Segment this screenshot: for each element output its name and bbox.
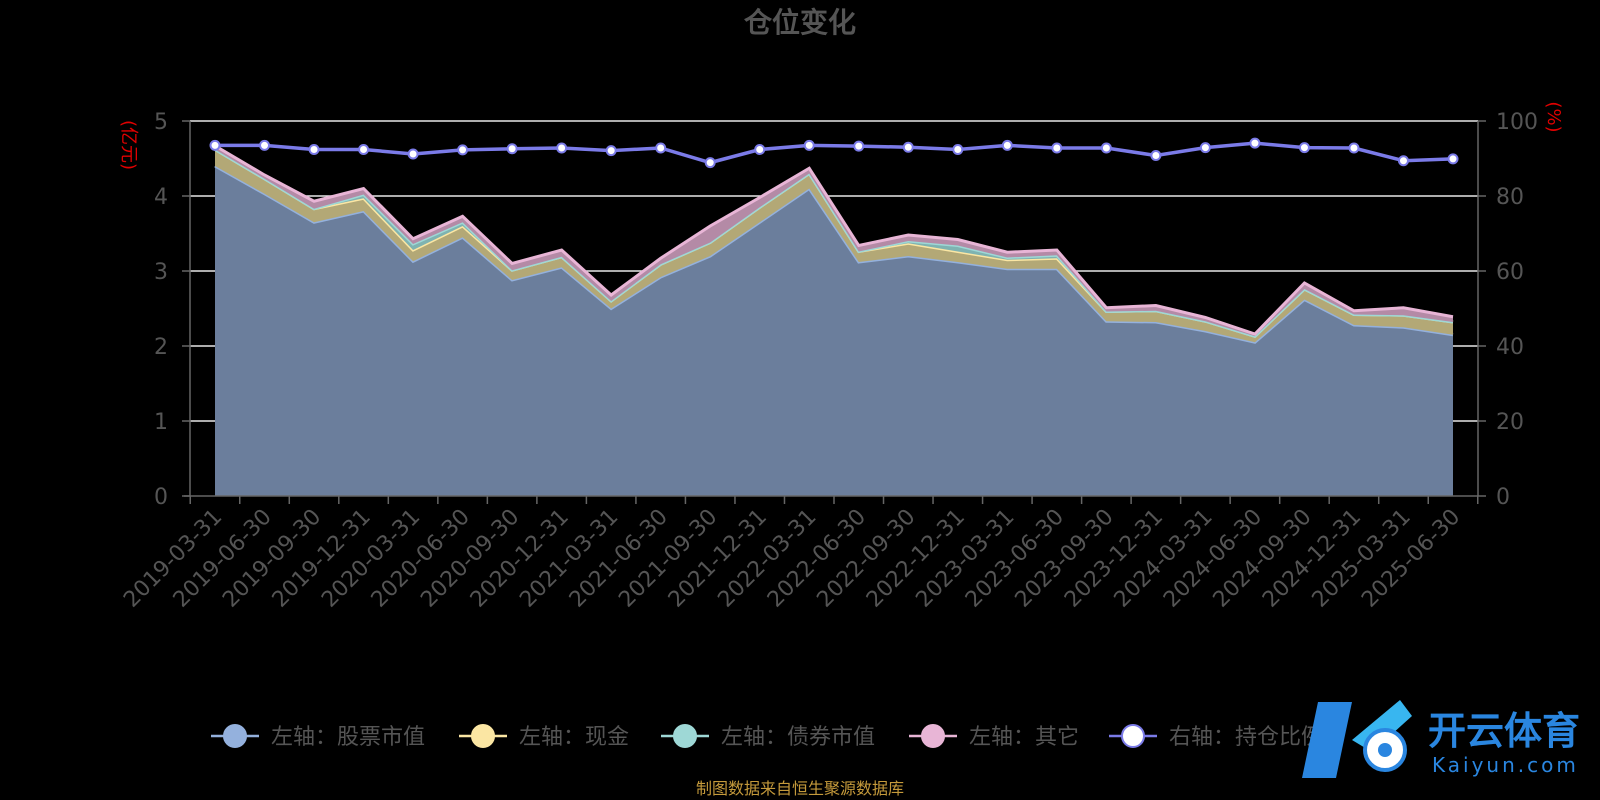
ratio-point <box>358 144 370 155</box>
y-left-tick-label: 5 <box>154 110 168 135</box>
ratio-point <box>556 142 568 154</box>
axes <box>182 120 1486 504</box>
legend-label: 左轴：债券市值 <box>721 725 875 750</box>
legend-label: 右轴：持仓比例 <box>1169 725 1323 750</box>
source-note: 制图数据来自恒生聚源数据库 <box>696 779 904 798</box>
y-left-tick-label: 3 <box>154 260 168 285</box>
ratio-point <box>1397 155 1409 167</box>
y-left-tick-label: 0 <box>154 485 168 510</box>
legend-item[interactable]: 左轴：债券市值 <box>661 724 875 750</box>
ratio-point <box>209 139 221 151</box>
watermark-text: 开云体育 <box>1428 709 1580 753</box>
ratio-point <box>1051 142 1063 154</box>
area-0 <box>215 166 1453 496</box>
legend-label: 左轴：现金 <box>519 725 629 750</box>
ratio-point <box>1249 137 1261 149</box>
ratio-point <box>1150 150 1162 161</box>
ratio-point <box>1100 142 1112 154</box>
legend-swatch-marker <box>1121 724 1145 748</box>
ratio-point <box>407 148 419 160</box>
y-right-tick-label: 100 <box>1496 110 1538 135</box>
ratio-point <box>605 145 617 157</box>
watermark-logo <box>1302 700 1412 778</box>
ratio-point <box>704 157 716 169</box>
legend[interactable]: 左轴：股票市值 左轴：现金 左轴：债券市值 左轴：其它 右轴：持仓比例 <box>211 724 1323 750</box>
ratio-point <box>457 144 469 156</box>
y-left-tick-label: 2 <box>154 335 168 360</box>
y-right-tick-label: 60 <box>1496 260 1524 285</box>
ratio-point <box>902 141 914 153</box>
legend-item[interactable]: 左轴：股票市值 <box>211 724 425 750</box>
ratio-point <box>853 140 865 152</box>
ratio-point <box>259 139 271 151</box>
legend-swatch-marker <box>223 724 247 748</box>
tick-labels: 0123450204060801002019-03-312019-06-3020… <box>119 110 1538 613</box>
y-right-tick-label: 0 <box>1496 485 1510 510</box>
watermark-sub: Kaiyun.com <box>1432 753 1579 777</box>
position-ratio-line <box>209 137 1459 169</box>
y-left-tick-label: 4 <box>154 185 168 210</box>
ratio-point <box>952 144 964 155</box>
legend-item[interactable]: 左轴：现金 <box>459 724 629 750</box>
legend-label: 左轴：其它 <box>969 725 1079 750</box>
legend-swatch-marker <box>921 724 945 748</box>
ratio-point <box>506 143 518 155</box>
ratio-point <box>1001 139 1013 151</box>
y-right-tick-label: 20 <box>1496 410 1524 435</box>
area-series <box>214 144 1454 496</box>
ratio-point <box>1348 142 1360 154</box>
ratio-point <box>1199 142 1211 154</box>
y-right-tick-label: 40 <box>1496 335 1524 360</box>
legend-item[interactable]: 左轴：其它 <box>909 724 1079 750</box>
area-edge-3 <box>214 144 1454 336</box>
chart-title: 仓位变化 <box>744 6 856 39</box>
legend-swatch-marker <box>673 724 697 748</box>
left-axis-unit: (亿元) <box>118 120 139 170</box>
ratio-point <box>1447 153 1459 165</box>
y-right-tick-label: 80 <box>1496 185 1524 210</box>
ratio-point <box>308 144 320 155</box>
legend-label: 左轴：股票市值 <box>271 725 425 750</box>
ratio-line-path <box>215 141 1454 165</box>
legend-swatch-marker <box>471 724 495 748</box>
ratio-point <box>1298 142 1310 154</box>
legend-item[interactable]: 右轴：持仓比例 <box>1109 724 1323 750</box>
y-left-tick-label: 1 <box>154 410 168 435</box>
right-axis-unit: (%) <box>1543 101 1564 132</box>
ratio-point <box>754 144 766 155</box>
ratio-point <box>655 142 667 154</box>
ratio-point <box>803 139 815 151</box>
